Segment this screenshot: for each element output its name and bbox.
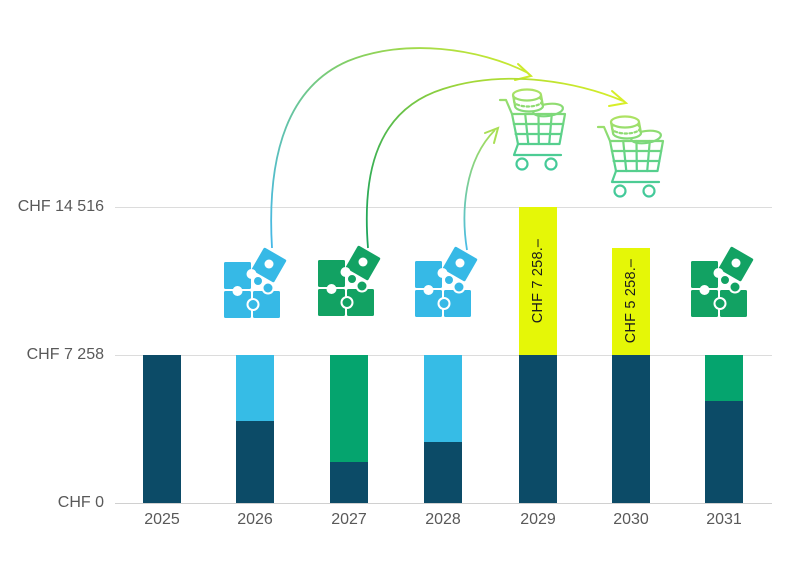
arrowhead-2027 bbox=[608, 90, 629, 107]
bar-2030-base-navy bbox=[612, 355, 650, 503]
bar-2030-carryover-yellow: CHF 5 258.– bbox=[612, 247, 650, 355]
bar-2026-base-navy bbox=[236, 421, 274, 503]
puzzle-pieces-icon-2031 bbox=[690, 245, 755, 318]
x-axis-line bbox=[115, 503, 772, 504]
x-tick-label-2029: 2029 bbox=[520, 511, 556, 528]
bar-2029-carryover-yellow: CHF 7 258.– bbox=[519, 207, 557, 355]
bar-2031-topup-green bbox=[705, 355, 743, 402]
arrow-2027-to-cart bbox=[365, 77, 624, 249]
arrowhead-2028 bbox=[484, 126, 500, 144]
x-tick-label-2026: 2026 bbox=[237, 511, 273, 528]
x-tick-label-2028: 2028 bbox=[425, 511, 461, 528]
y-tick-label-0: CHF 0 bbox=[57, 494, 104, 511]
x-tick-label-2030: 2030 bbox=[613, 511, 649, 528]
puzzle-pieces-icon-2028 bbox=[414, 245, 479, 318]
bar-2028-base-navy bbox=[424, 441, 462, 503]
puzzle-pieces-icon-2026 bbox=[223, 246, 288, 319]
puzzle-pieces-icon-2027 bbox=[317, 244, 382, 317]
bar-2027-topup-green bbox=[330, 355, 368, 463]
x-tick-label-2031: 2031 bbox=[706, 511, 742, 528]
bar-2025-base-navy bbox=[143, 355, 181, 503]
arrow-2028-to-cart bbox=[463, 129, 496, 251]
x-tick-label-2025: 2025 bbox=[144, 511, 180, 528]
gridline-chf-14516 bbox=[115, 207, 772, 208]
bar-value-label-2029: CHF 7 258.– bbox=[530, 238, 546, 324]
shopping-cart-with-coins-icon bbox=[498, 88, 567, 171]
y-tick-label-14516: CHF 14 516 bbox=[17, 198, 104, 215]
bar-2026-topup-blue bbox=[236, 355, 274, 422]
shopping-cart-with-coins-icon bbox=[596, 115, 665, 198]
bar-2028-topup-blue bbox=[424, 355, 462, 442]
bar-2027-base-navy bbox=[330, 462, 368, 503]
y-tick-label-7258: CHF 7 258 bbox=[26, 346, 104, 363]
arrowhead-2026 bbox=[514, 63, 534, 81]
x-tick-label-2027: 2027 bbox=[331, 511, 367, 528]
arrow-2026-to-cart bbox=[270, 47, 529, 249]
bar-2031-base-navy bbox=[705, 401, 743, 503]
bar-value-label-2030: CHF 5 258.– bbox=[623, 259, 639, 344]
bar-2029-base-navy bbox=[519, 355, 557, 503]
